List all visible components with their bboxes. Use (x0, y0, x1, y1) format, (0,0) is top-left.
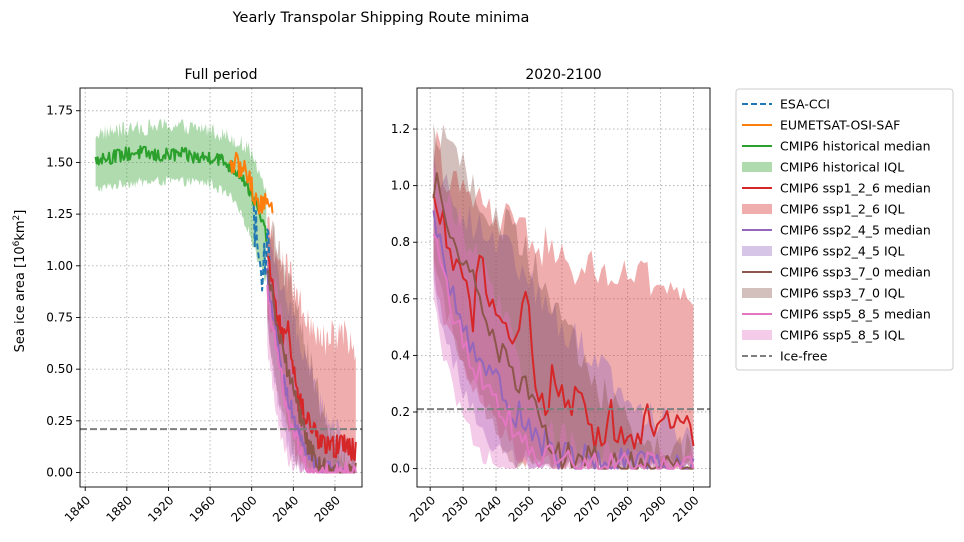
median-line-ssp585 (266, 284, 357, 474)
legend-swatch (742, 162, 772, 172)
iql-band-ssp126 (433, 130, 694, 469)
y-tick-label: 0.75 (46, 310, 73, 324)
y-axis-label-exp2: 2 (12, 215, 22, 221)
legend-label: CMIP6 ssp5_8_5 IQL (780, 328, 904, 343)
y-tick-label: 1.00 (46, 259, 73, 273)
legend-item: CMIP6 ssp3_7_0 median (742, 265, 931, 280)
median-line-ssp126 (432, 194, 695, 452)
axes-frame (79, 87, 363, 488)
x-tick-label: 1920 (145, 493, 176, 524)
legend-item: CMIP6 ssp1_2_6 IQL (742, 202, 904, 217)
legend-frame (735, 88, 954, 371)
legend: ESA-CCI EUMETSAT-OSI-SAF CMIP6 historical … (735, 88, 954, 371)
iql-band-hist (95, 118, 267, 282)
x-tick-label: 2000 (228, 493, 259, 524)
legend-item: CMIP6 ssp1_2_6 median (742, 181, 931, 196)
legend-label: CMIP6 ssp1_2_6 IQL (780, 202, 904, 217)
legend-swatch (742, 204, 772, 214)
y-tick-label: 1.2 (391, 122, 410, 136)
y-tick-label: 0.2 (391, 405, 410, 419)
x-tick-label: 1880 (103, 493, 134, 524)
x-tick-label: 2060 (538, 493, 569, 524)
median-line-ssp585 (432, 233, 695, 470)
legend-item: CMIP6 ssp2_4_5 median (742, 223, 931, 238)
x-tick-label: 2080 (312, 493, 343, 524)
axes-frame (416, 87, 711, 488)
x-tick-label: 2080 (604, 493, 635, 524)
y-tick-label: 0.4 (391, 348, 410, 362)
y-axis-label-main: Sea ice area [10 (13, 246, 28, 352)
full-period-chart: Full period 0.00 0.25 0.50 0.75 1.00 1.25 1.50 1… (46, 67, 363, 525)
y-axis-label: Sea ice area [106km2] (12, 210, 28, 353)
legend-swatch (742, 246, 772, 256)
x-tick-label: 2040 (473, 493, 504, 524)
y-tick-label: 0.6 (391, 292, 410, 306)
y-tick-label: 1.50 (46, 155, 73, 169)
y-tick-label: 0.8 (391, 235, 410, 249)
median-line-ssp126 (266, 255, 357, 462)
legend-label: EUMETSAT-OSI-SAF (780, 118, 900, 133)
legend-swatch (742, 330, 772, 340)
x-tick-label: 2050 (506, 493, 537, 524)
legend-label: CMIP6 ssp5_8_5 median (780, 307, 931, 322)
legend-item: CMIP6 ssp5_8_5 median (742, 307, 931, 322)
x-tick-label: 2070 (571, 493, 602, 524)
median-line-hist (94, 145, 268, 242)
y-tick-label: 0.50 (46, 362, 73, 376)
y-tick-label: 1.0 (391, 179, 410, 193)
y-axis-label-unit: km (13, 220, 28, 240)
legend-item: CMIP6 ssp3_7_0 IQL (742, 286, 904, 301)
legend-item: ESA-CCI (742, 97, 830, 112)
iql-band-ssp245 (267, 227, 356, 473)
iql-band-ssp585 (433, 165, 694, 469)
legend-label: CMIP6 ssp2_4_5 median (780, 223, 931, 238)
legend-label: CMIP6 historical IQL (780, 160, 904, 175)
legend-swatch (742, 288, 772, 298)
legend-label: Ice-free (780, 349, 828, 364)
legend-item: CMIP6 historical median (742, 139, 931, 154)
legend-item: EUMETSAT-OSI-SAF (742, 118, 900, 133)
axes-title: Full period (185, 67, 258, 83)
legend-label: CMIP6 ssp3_7_0 IQL (780, 286, 904, 301)
y-axis-label-exp: 6 (12, 240, 22, 246)
y-tick-label: 1.75 (46, 104, 73, 118)
x-tick-label: 1840 (62, 493, 93, 524)
iql-band-ssp370 (433, 123, 694, 469)
median-line-ssp370 (432, 172, 694, 470)
legend-item: Ice-free (742, 349, 828, 364)
median-line-ssp370 (266, 269, 357, 474)
x-tick-label: 2020 (407, 493, 438, 524)
axes-title: 2020-2100 (525, 67, 601, 83)
y-tick-label: 0.25 (46, 414, 73, 428)
legend-label: CMIP6 ssp2_4_5 IQL (780, 244, 904, 259)
y-tick-label: 0.0 (391, 462, 410, 476)
y-tick-label: 0.00 (46, 466, 73, 480)
x-tick-label: 1960 (187, 493, 218, 524)
legend-label: CMIP6 historical median (780, 139, 931, 154)
iql-band-ssp245 (433, 145, 694, 469)
x-tick-label: 2090 (637, 493, 668, 524)
median-line-ssp245 (432, 210, 695, 470)
x-tick-label: 2030 (440, 493, 471, 524)
legend-item: CMIP6 historical IQL (742, 160, 904, 175)
median-line-osi (228, 151, 274, 215)
legend-label: CMIP6 ssp3_7_0 median (780, 265, 931, 280)
y-axis-label-close: ] (13, 210, 28, 215)
legend-item: CMIP6 ssp5_8_5 IQL (742, 328, 904, 343)
legend-label: ESA-CCI (780, 97, 830, 112)
x-tick-label: 2100 (670, 493, 701, 524)
y-tick-label: 1.25 (46, 207, 73, 221)
figure-suptitle: Yearly Transpolar Shipping Route minima (232, 10, 530, 26)
x-tick-label: 2040 (270, 493, 301, 524)
legend-item: CMIP6 ssp2_4_5 IQL (742, 244, 904, 259)
legend-label: CMIP6 ssp1_2_6 median (780, 181, 931, 196)
median-line-esa (252, 205, 271, 292)
